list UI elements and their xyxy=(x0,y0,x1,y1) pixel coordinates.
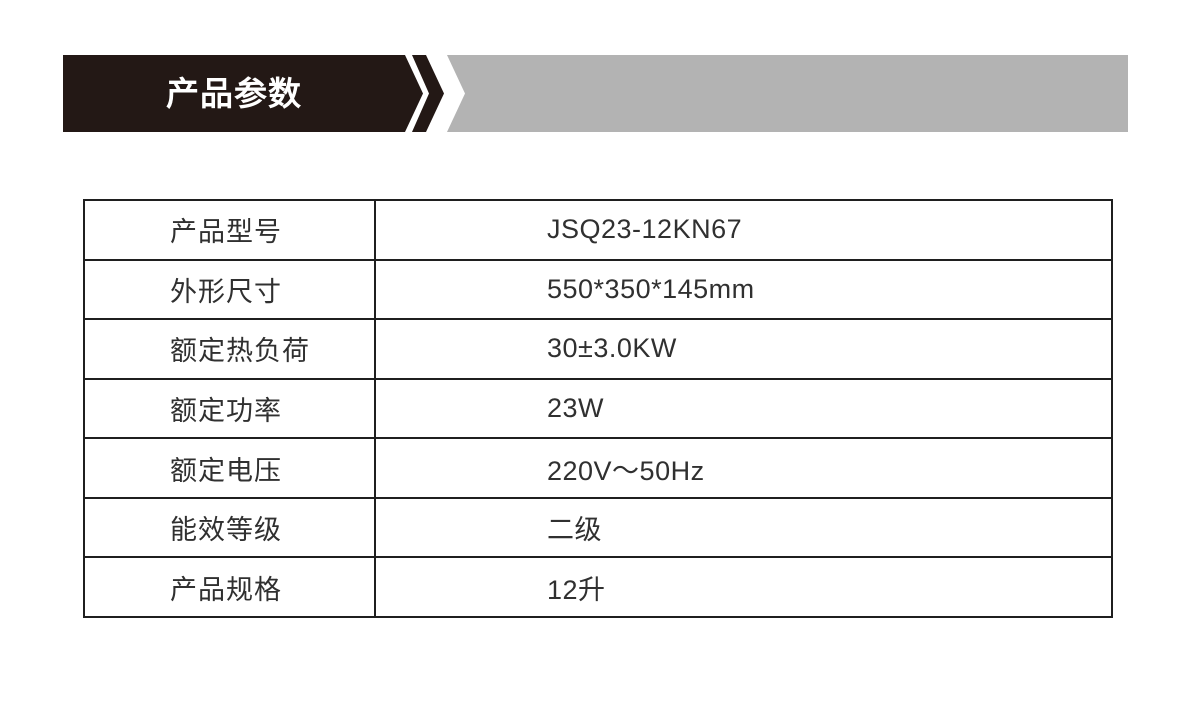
spec-label-cell: 产品规格 xyxy=(85,558,376,617)
spec-label-cell: 外形尺寸 xyxy=(85,260,376,319)
table-row: 产品型号 JSQ23-12KN67 xyxy=(85,201,1111,261)
table-row: 能效等级 二级 xyxy=(85,498,1111,559)
page-title: 产品参数 xyxy=(166,75,302,112)
banner-black-arrow-shape xyxy=(63,55,423,132)
table-row: 额定电压 220V～50Hz xyxy=(85,439,1111,499)
spec-value-cell: 550*350*145mm xyxy=(547,273,755,304)
spec-value-cell: 二级 xyxy=(547,515,602,546)
spec-value-cell: 23W xyxy=(547,393,605,424)
spec-label-cell: 额定热负荷 xyxy=(85,320,376,378)
table-row: 额定功率 23W xyxy=(85,379,1111,440)
chevron-right-icon xyxy=(412,55,444,132)
spec-value-cell: 220V～50Hz xyxy=(547,455,705,486)
banner-graphic xyxy=(63,55,1128,132)
table-row: 外形尺寸 550*350*145mm xyxy=(85,260,1111,321)
spec-label-cell: 能效等级 xyxy=(85,498,376,557)
section-header-banner: 产品参数 xyxy=(0,55,1200,132)
table-row: 额定热负荷 30±3.0KW xyxy=(85,320,1111,380)
banner-gray-bar-shape xyxy=(447,55,1128,132)
spec-label-cell: 额定电压 xyxy=(85,439,376,497)
spec-label-cell: 额定功率 xyxy=(85,379,376,438)
spec-value-cell: 12升 xyxy=(547,574,606,605)
spec-value-cell: JSQ23-12KN67 xyxy=(547,214,743,245)
spec-value-cell: 30±3.0KW xyxy=(547,333,677,364)
table-row: 产品规格 12升 xyxy=(85,558,1111,617)
spec-label-cell: 产品型号 xyxy=(85,201,376,259)
product-spec-table: 产品型号 JSQ23-12KN67 外形尺寸 550*350*145mm 额定热… xyxy=(83,199,1113,618)
